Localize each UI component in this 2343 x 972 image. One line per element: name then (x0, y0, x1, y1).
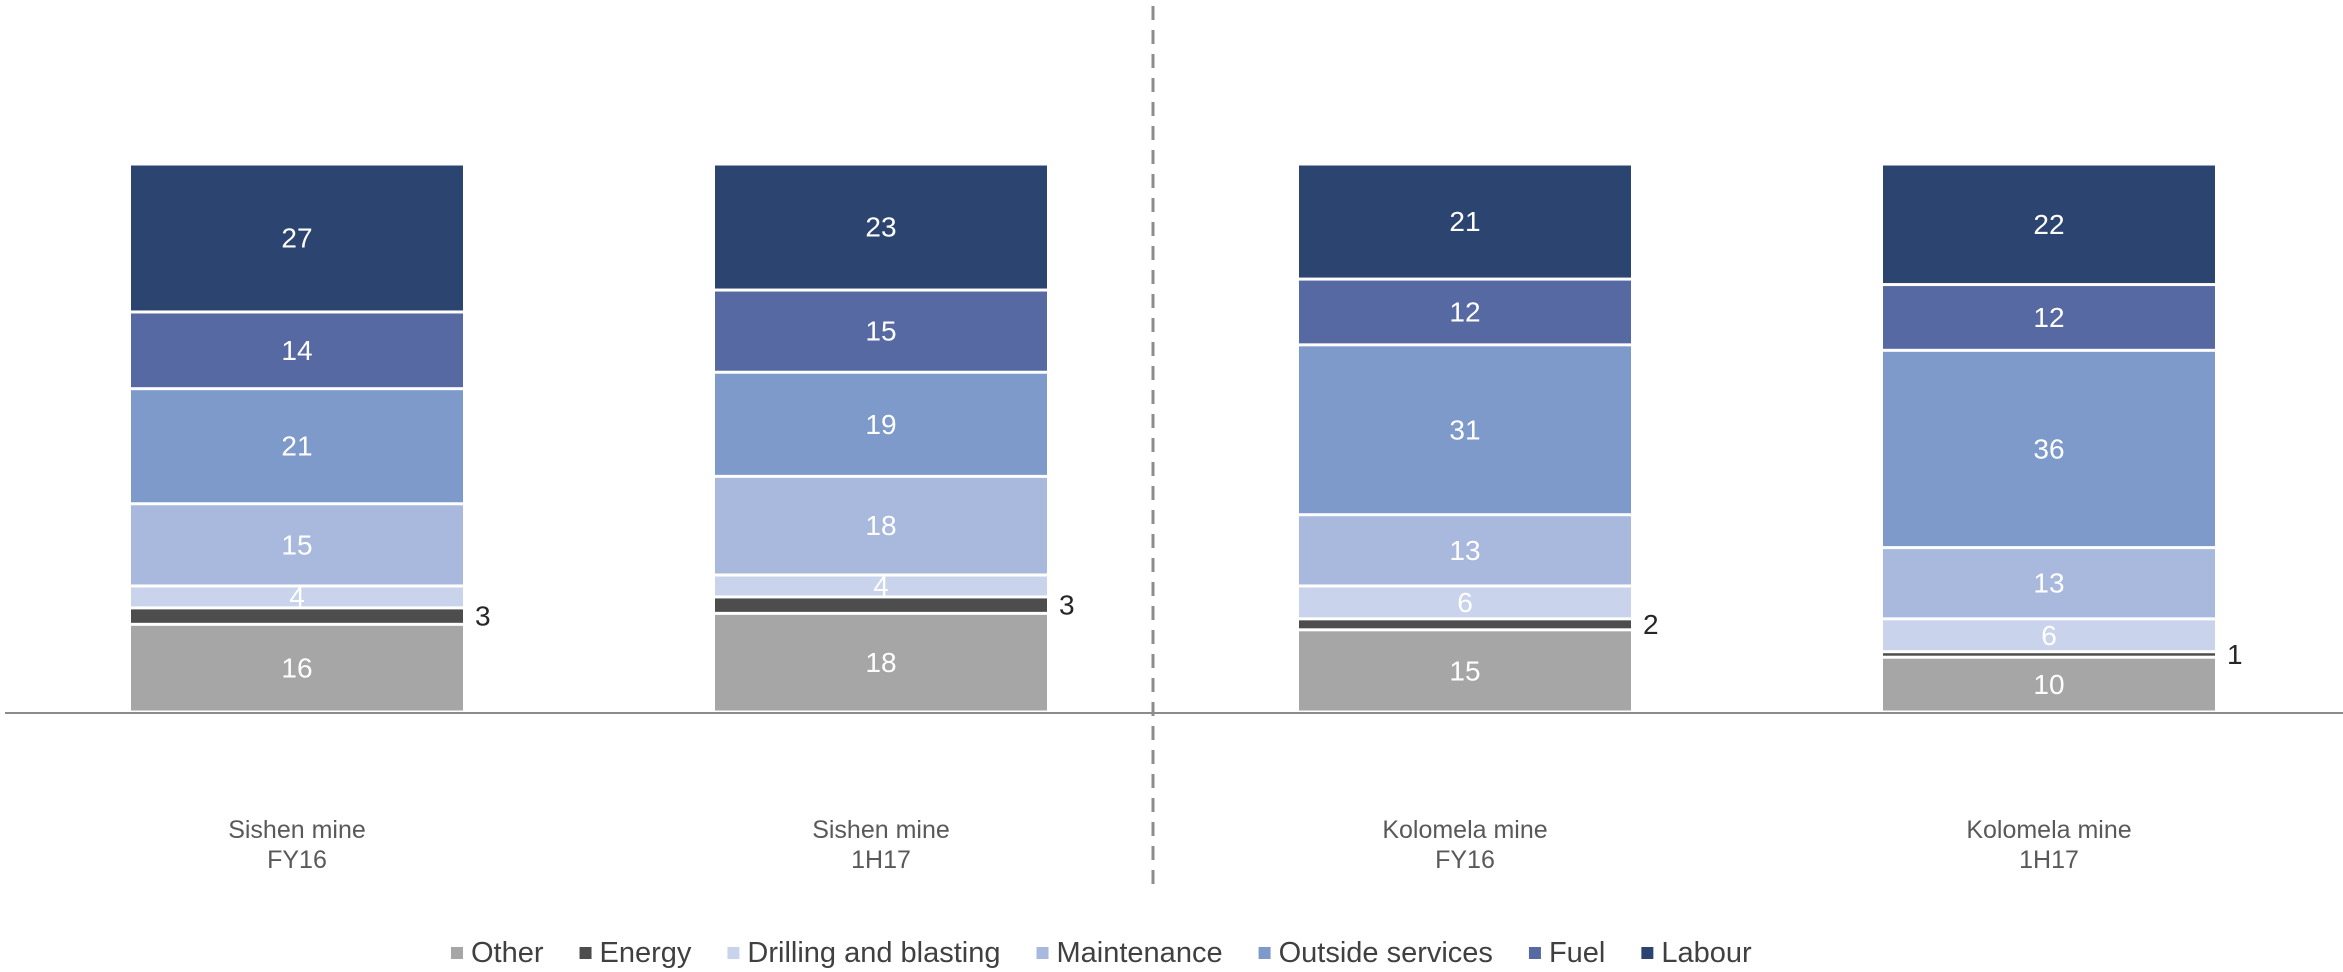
legend-label-maintenance: Maintenance (1057, 937, 1223, 969)
bar-segment-outside-services-1 (131, 390, 463, 503)
data-label-maintenance-3: 13 (1449, 535, 1480, 566)
data-label-other-1: 16 (281, 653, 312, 684)
data-label-other-2: 18 (865, 647, 896, 678)
data-label-maintenance-4: 13 (2033, 568, 2064, 599)
data-label-fuel-3: 12 (1449, 296, 1480, 327)
data-label-outside-services-2: 19 (865, 409, 896, 440)
bar-segment-other-4 (1883, 658, 2215, 711)
data-label-outside-services-3: 31 (1449, 414, 1480, 445)
legend-swatch-energy (579, 947, 592, 959)
bar-segment-fuel-2 (715, 291, 1047, 371)
legend-label-outside-services: Outside services (1279, 937, 1493, 969)
category-label-4-line-2: 1H17 (2019, 846, 2079, 874)
legend-label-fuel: Fuel (1549, 937, 1605, 969)
legend-swatch-other (451, 947, 463, 959)
bar-segment-other-1 (131, 625, 463, 711)
bar-segment-energy-1 (131, 609, 463, 623)
legend-label-other: Other (471, 937, 544, 969)
data-label-other-3: 15 (1449, 655, 1480, 686)
data-label-maintenance-1: 15 (281, 529, 312, 560)
bar-segment-outside-services-4 (1883, 351, 2215, 547)
bar-segment-maintenance-3 (1299, 516, 1631, 585)
bar-segment-fuel-1 (131, 313, 463, 388)
category-label-4-line-1: Kolomela mine (1966, 816, 2131, 844)
data-label-fuel-2: 15 (865, 316, 896, 347)
bar-segment-drilling-and-blasting-1 (131, 587, 463, 607)
data-label-energy-1: 3 (475, 601, 491, 632)
bar-segment-fuel-3 (1299, 280, 1631, 344)
bar-segment-maintenance-2 (715, 477, 1047, 574)
legend-label-energy: Energy (600, 937, 692, 969)
category-label-3-line-1: Kolomela mine (1382, 816, 1547, 844)
bar-segment-labour-1 (131, 165, 463, 311)
bar-segment-energy-3 (1299, 620, 1631, 629)
bar-segment-labour-2 (715, 165, 1047, 289)
legend: Other Energy Drilling and blasting Maintena… (451, 937, 1752, 969)
bar-segment-energy-4 (1883, 653, 2215, 656)
bar-segment-energy-2 (715, 598, 1047, 612)
data-label-energy-2: 3 (1059, 590, 1075, 621)
legend-swatch-outside-services (1258, 947, 1271, 959)
bar-segment-other-2 (715, 614, 1047, 711)
bar-segment-maintenance-4 (1883, 549, 2215, 618)
bar-segment-other-3 (1299, 631, 1631, 711)
legend-label-drilling-and-blasting: Drilling and blasting (747, 937, 1000, 969)
legend-label-labour: Labour (1661, 937, 1752, 969)
data-label-fuel-4: 12 (2033, 302, 2064, 333)
category-label-1-line-1: Sishen mine (228, 816, 366, 844)
data-label-other-4: 10 (2033, 669, 2064, 700)
data-label-drilling-and-blasting-3: 6 (1457, 587, 1473, 618)
data-label-energy-4: 1 (2227, 639, 2243, 670)
category-label-3-line-2: FY16 (1435, 846, 1495, 874)
bars-layer: 1634152114271834181915231526133112211016… (131, 165, 2243, 711)
data-label-fuel-1: 14 (281, 335, 312, 366)
legend-swatch-labour (1641, 947, 1654, 959)
category-label-2-line-1: Sishen mine (812, 816, 950, 844)
bar-segment-drilling-and-blasting-3 (1299, 587, 1631, 618)
data-label-outside-services-1: 21 (281, 431, 312, 462)
data-label-maintenance-2: 18 (865, 510, 896, 541)
bar-segment-labour-3 (1299, 165, 1631, 278)
bar-segment-maintenance-1 (131, 505, 463, 585)
bar-segment-drilling-and-blasting-2 (715, 576, 1047, 596)
data-label-drilling-and-blasting-1: 4 (289, 581, 305, 612)
legend-swatch-fuel (1528, 947, 1541, 959)
data-label-labour-4: 22 (2033, 209, 2064, 240)
category-label-1-line-2: FY16 (267, 846, 327, 874)
bar-segment-outside-services-2 (715, 373, 1047, 475)
bar-segment-drilling-and-blasting-4 (1883, 620, 2215, 651)
bar-segment-outside-services-3 (1299, 346, 1631, 514)
category-label-2-line-2: 1H17 (851, 846, 911, 874)
data-label-energy-3: 2 (1643, 609, 1659, 640)
data-label-labour-3: 21 (1449, 206, 1480, 237)
data-label-outside-services-4: 36 (2033, 433, 2064, 464)
legend-swatch-maintenance (1036, 947, 1049, 959)
data-label-labour-2: 23 (865, 212, 896, 243)
legend-swatch-drilling-and-blasting (727, 947, 740, 959)
data-label-drilling-and-blasting-4: 6 (2041, 620, 2057, 651)
bar-segment-fuel-4 (1883, 286, 2215, 349)
data-label-labour-1: 27 (281, 222, 312, 253)
data-label-drilling-and-blasting-2: 4 (873, 570, 889, 601)
bar-segment-labour-4 (1883, 165, 2215, 284)
